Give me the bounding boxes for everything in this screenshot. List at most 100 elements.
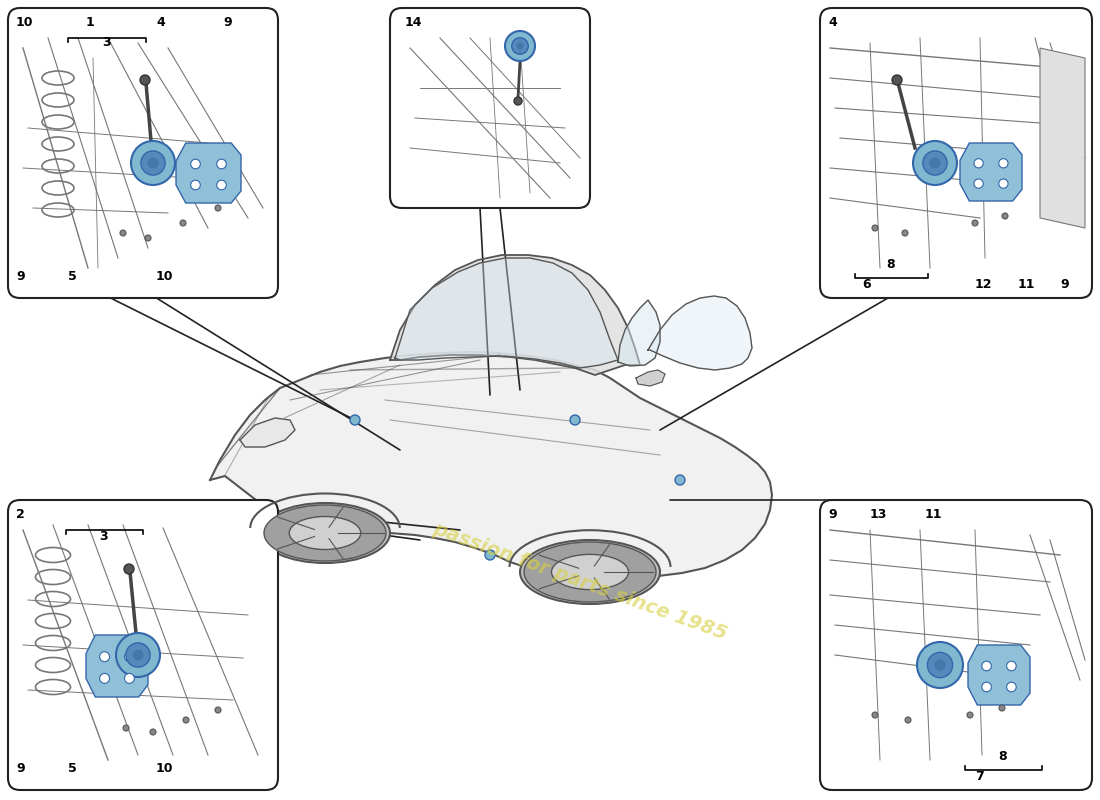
Polygon shape — [1040, 48, 1085, 228]
FancyBboxPatch shape — [8, 8, 278, 298]
Circle shape — [124, 674, 134, 683]
Text: 10: 10 — [156, 762, 174, 775]
Circle shape — [120, 230, 127, 236]
Text: 9: 9 — [828, 508, 837, 521]
Circle shape — [927, 652, 953, 678]
FancyBboxPatch shape — [8, 500, 278, 790]
Text: 1: 1 — [86, 16, 95, 29]
Circle shape — [125, 643, 150, 667]
Circle shape — [350, 415, 360, 425]
Circle shape — [132, 650, 143, 661]
Circle shape — [214, 205, 221, 211]
Polygon shape — [960, 143, 1022, 201]
Polygon shape — [968, 645, 1030, 705]
Circle shape — [131, 141, 175, 185]
Circle shape — [905, 717, 911, 723]
Circle shape — [999, 705, 1005, 711]
Polygon shape — [176, 143, 241, 203]
Circle shape — [145, 235, 151, 241]
Ellipse shape — [260, 503, 390, 563]
Circle shape — [124, 652, 134, 662]
Polygon shape — [636, 370, 666, 386]
Ellipse shape — [520, 540, 660, 604]
Circle shape — [116, 633, 160, 677]
Polygon shape — [395, 258, 618, 368]
Circle shape — [570, 415, 580, 425]
Circle shape — [147, 158, 158, 169]
Circle shape — [999, 158, 1008, 168]
Ellipse shape — [551, 554, 628, 590]
Text: 12: 12 — [975, 278, 992, 291]
Circle shape — [999, 179, 1008, 188]
Ellipse shape — [264, 505, 386, 561]
Text: 4: 4 — [828, 16, 837, 29]
Polygon shape — [618, 300, 660, 366]
Circle shape — [675, 475, 685, 485]
Text: 10: 10 — [16, 16, 33, 29]
Circle shape — [872, 712, 878, 718]
FancyBboxPatch shape — [820, 8, 1092, 298]
Text: 13: 13 — [870, 508, 888, 521]
Circle shape — [982, 682, 991, 692]
Ellipse shape — [289, 517, 361, 550]
Text: 9: 9 — [16, 762, 24, 775]
Circle shape — [974, 158, 983, 168]
Circle shape — [512, 38, 528, 54]
Circle shape — [892, 75, 902, 85]
Polygon shape — [210, 352, 772, 577]
Text: 11: 11 — [1018, 278, 1035, 291]
Circle shape — [923, 151, 947, 175]
Circle shape — [124, 564, 134, 574]
Text: 4: 4 — [156, 16, 165, 29]
Circle shape — [982, 661, 991, 670]
Circle shape — [1002, 213, 1008, 219]
Circle shape — [214, 707, 221, 713]
Circle shape — [913, 141, 957, 185]
Ellipse shape — [524, 542, 656, 602]
Circle shape — [1006, 661, 1016, 670]
Text: 5: 5 — [68, 270, 77, 283]
Circle shape — [902, 230, 908, 236]
Text: 7: 7 — [975, 770, 983, 783]
Circle shape — [183, 717, 189, 723]
Circle shape — [190, 159, 200, 169]
Circle shape — [217, 180, 227, 190]
Circle shape — [217, 159, 227, 169]
Circle shape — [100, 674, 110, 683]
Circle shape — [190, 180, 200, 190]
Text: 8: 8 — [887, 258, 895, 271]
Circle shape — [150, 729, 156, 735]
Circle shape — [872, 225, 878, 231]
Text: 5: 5 — [68, 762, 77, 775]
Circle shape — [514, 97, 522, 105]
Circle shape — [123, 725, 129, 731]
Text: 6: 6 — [862, 278, 870, 291]
Circle shape — [100, 652, 110, 662]
Text: 9: 9 — [1060, 278, 1068, 291]
Polygon shape — [390, 255, 640, 375]
Circle shape — [917, 642, 962, 688]
Circle shape — [140, 75, 150, 85]
Text: 8: 8 — [999, 750, 1008, 763]
Text: 3: 3 — [99, 530, 108, 543]
Polygon shape — [86, 635, 148, 697]
Circle shape — [974, 179, 983, 188]
Circle shape — [967, 712, 974, 718]
Polygon shape — [648, 296, 752, 370]
Text: 9: 9 — [223, 16, 232, 29]
Polygon shape — [240, 418, 295, 447]
Circle shape — [934, 659, 946, 670]
Circle shape — [505, 31, 535, 61]
Text: 10: 10 — [156, 270, 174, 283]
Text: 3: 3 — [102, 36, 111, 49]
Circle shape — [485, 550, 495, 560]
Circle shape — [516, 42, 524, 50]
Circle shape — [1006, 682, 1016, 692]
Circle shape — [180, 220, 186, 226]
Circle shape — [972, 220, 978, 226]
Text: passion for parts since 1985: passion for parts since 1985 — [430, 519, 729, 644]
FancyBboxPatch shape — [390, 8, 590, 208]
Text: 2: 2 — [16, 508, 24, 521]
Text: 9: 9 — [16, 270, 24, 283]
Circle shape — [930, 158, 940, 169]
